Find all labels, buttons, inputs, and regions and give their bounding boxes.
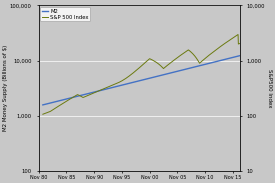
Y-axis label: M2 Money Supply (Billions of $): M2 Money Supply (Billions of $) (4, 45, 9, 131)
Legend: M2, S&P 500 Index: M2, S&P 500 Index (40, 7, 90, 21)
Y-axis label: S&P500 Index: S&P500 Index (266, 69, 271, 108)
